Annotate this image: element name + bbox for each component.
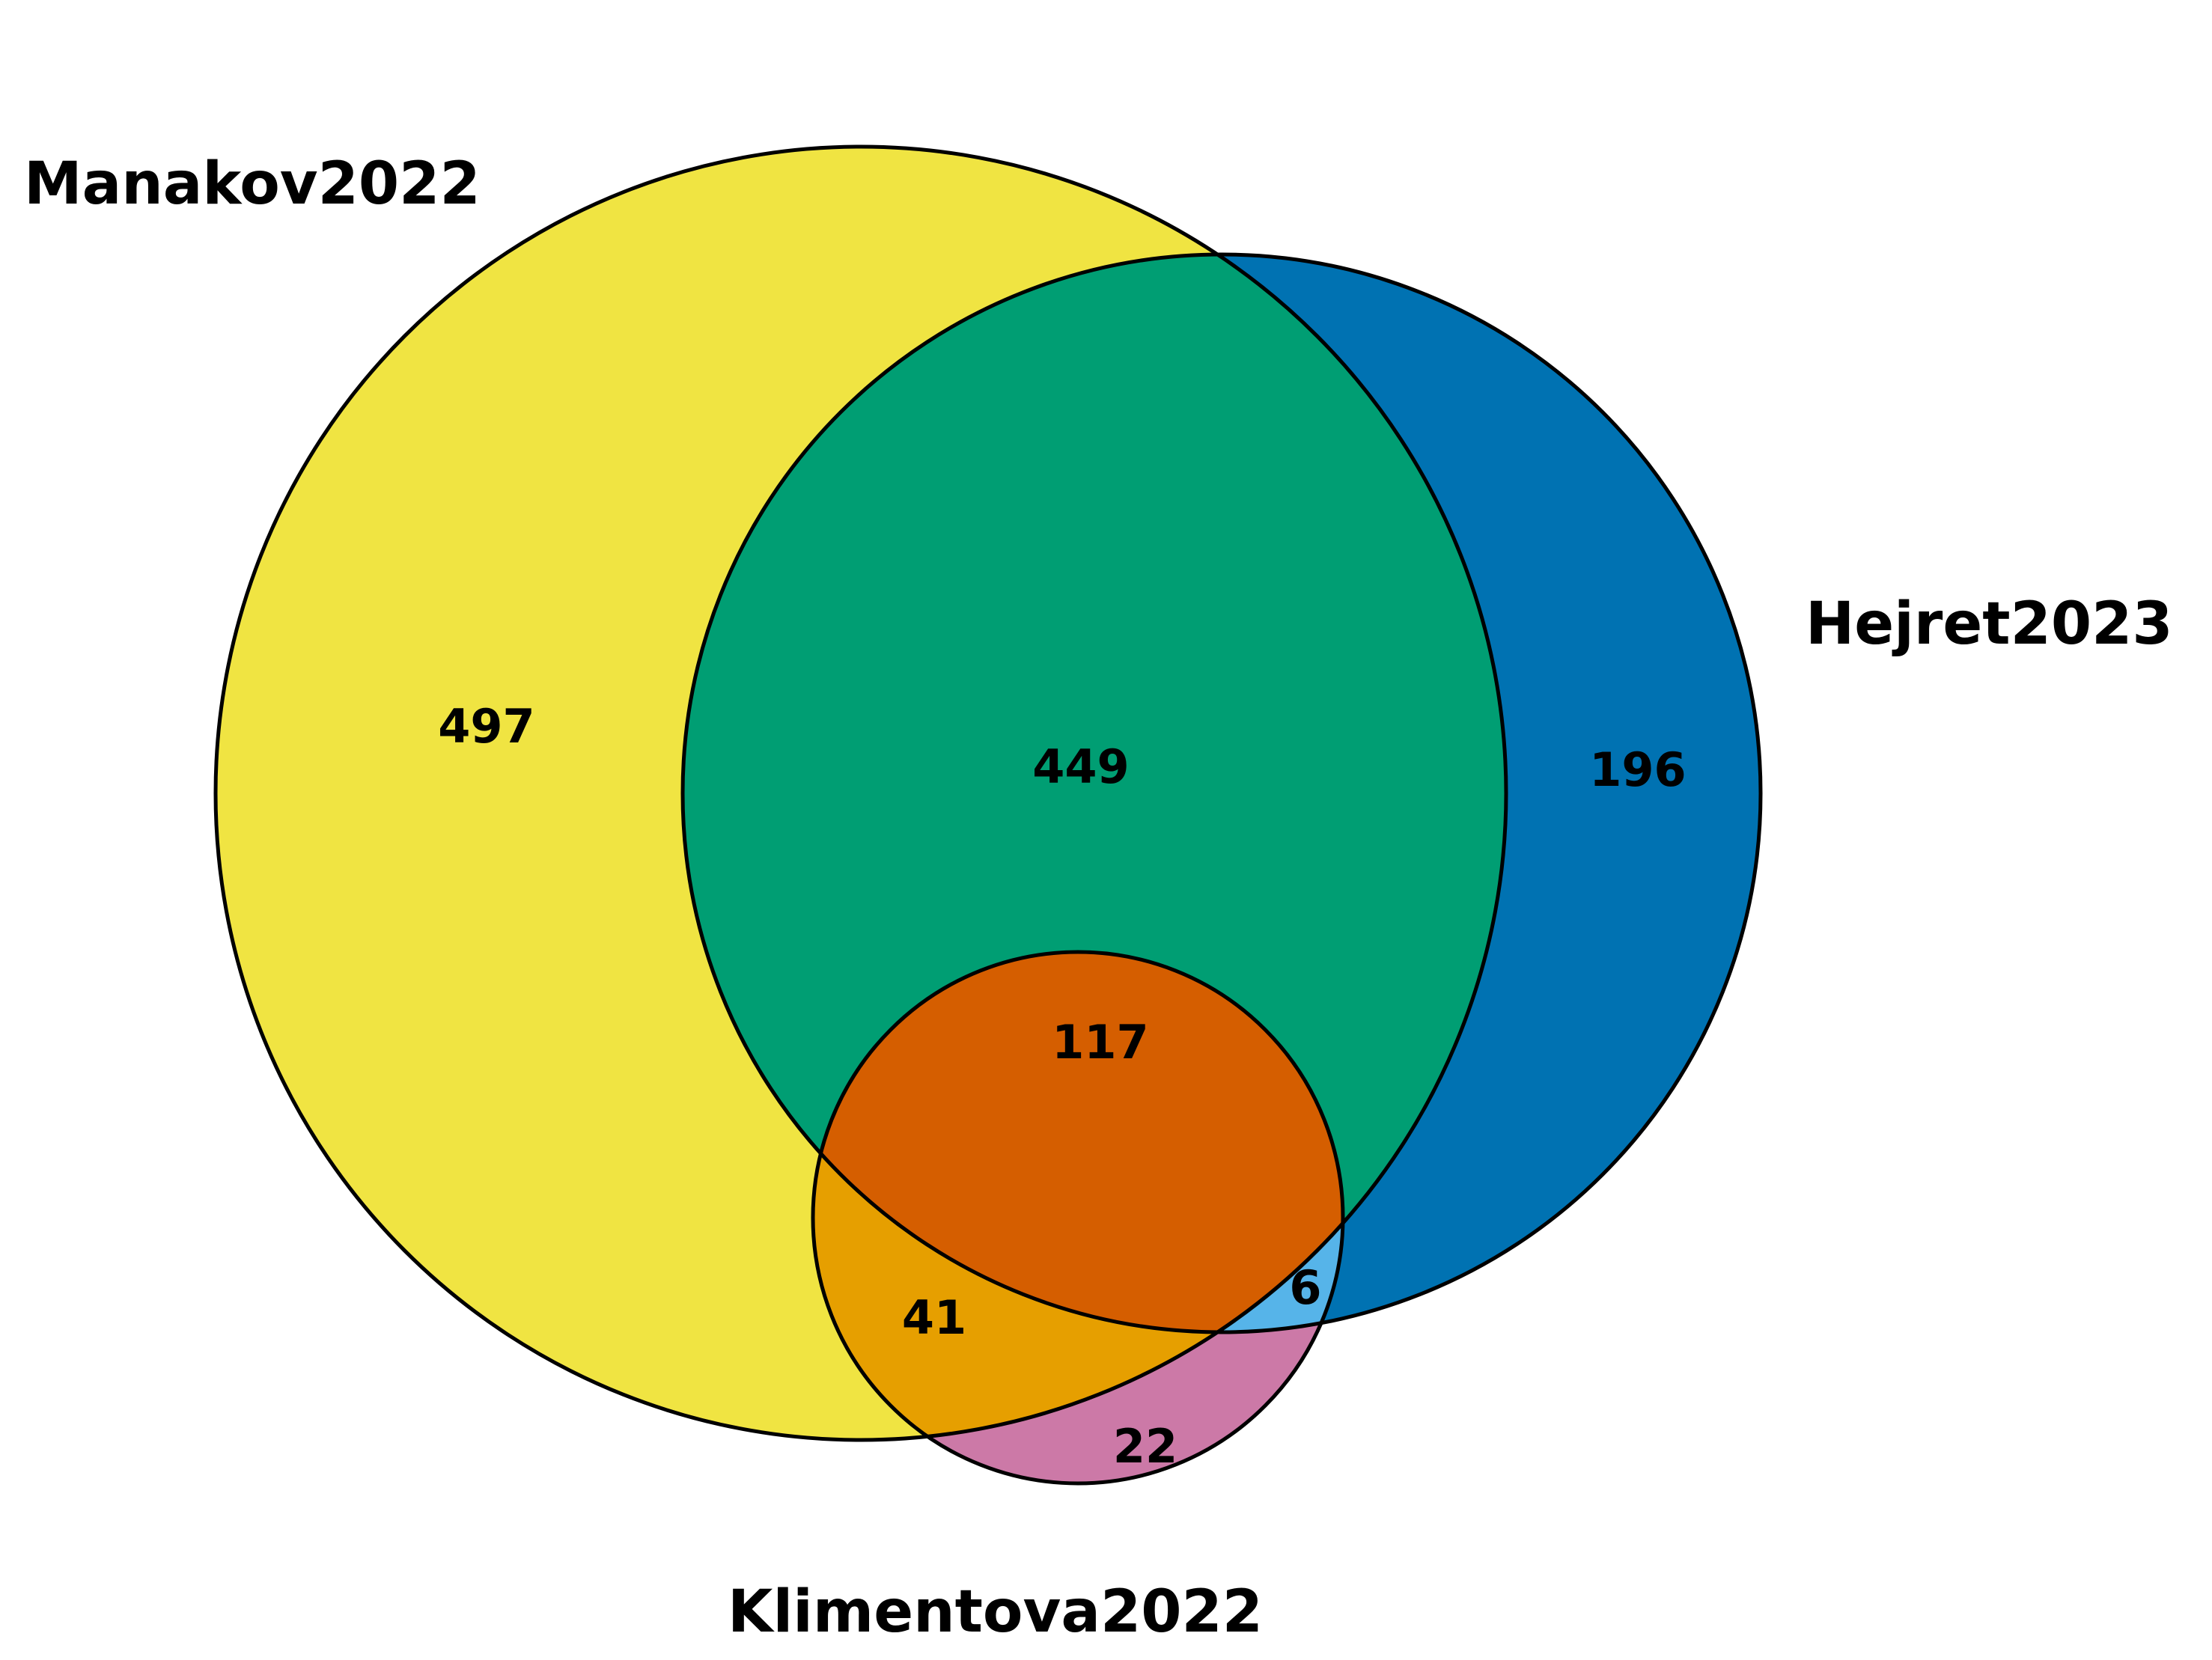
- region-fills: [216, 147, 1761, 1483]
- count-klimentova-only: 22: [1113, 1419, 1177, 1474]
- set-outlines: [213, 144, 1763, 1486]
- klimentova-circle: [811, 950, 1345, 1486]
- hejret-circle: [680, 252, 1763, 1334]
- count-hejret-klimentova: 6: [1289, 1260, 1321, 1315]
- count-hejret-only: 196: [1589, 742, 1686, 797]
- count-manakov-klimentova: 41: [902, 1290, 966, 1345]
- set-label-klimentova: Klimentova2022: [728, 1578, 1263, 1646]
- set-label-hejret: Hejret2023: [1806, 591, 2173, 658]
- region-all-three: [813, 952, 1343, 1332]
- count-all-three: 117: [1052, 1015, 1148, 1069]
- set-label-manakov: Manakov2022: [24, 150, 481, 218]
- manakov-circle: [213, 144, 1508, 1442]
- count-manakov-hejret: 449: [1032, 739, 1129, 794]
- count-manakov-only: 497: [438, 699, 534, 754]
